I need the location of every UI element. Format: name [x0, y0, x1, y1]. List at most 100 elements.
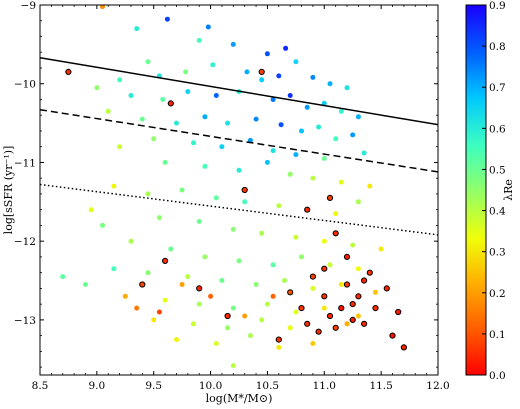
data-point — [367, 183, 373, 189]
data-point — [134, 26, 140, 32]
data-point — [310, 175, 316, 181]
data-point-edged — [321, 293, 328, 300]
data-point — [242, 199, 248, 205]
x-tick-label: 12.0 — [426, 380, 449, 392]
data-point-edged — [332, 324, 339, 331]
data-point — [355, 199, 361, 205]
data-point — [156, 215, 162, 221]
data-point — [327, 81, 333, 87]
x-axis-ticks: 8.5 9.0 9.5 10.0 10.5 11.0 11.5 12.0 — [32, 5, 450, 392]
data-points — [60, 5, 407, 369]
data-point — [151, 317, 157, 323]
data-point — [276, 73, 282, 79]
data-point — [304, 104, 310, 110]
data-point — [236, 258, 242, 264]
data-point — [230, 41, 236, 47]
data-point — [338, 108, 344, 114]
data-point-edged — [338, 305, 345, 312]
colorbar-tick-label: 0.3 — [489, 247, 506, 259]
data-point — [122, 293, 128, 299]
data-point — [270, 262, 276, 268]
y-tick-label: −10 — [14, 79, 36, 91]
data-point — [293, 152, 299, 158]
data-point-edged — [361, 320, 368, 327]
data-point-edged — [258, 68, 265, 76]
data-point — [230, 305, 236, 311]
colorbar-tick-label: 0.6 — [489, 123, 506, 135]
data-point — [210, 62, 216, 68]
data-point — [145, 59, 151, 65]
data-point — [117, 77, 123, 83]
data-point — [299, 128, 304, 134]
data-point — [247, 333, 253, 339]
data-point — [327, 262, 333, 268]
data-point — [202, 163, 208, 169]
data-point — [310, 285, 316, 291]
data-point-edged — [304, 320, 311, 327]
data-point-edged — [224, 312, 231, 320]
colorbar-tick-label: 0.1 — [489, 329, 506, 341]
data-point — [213, 93, 219, 98]
data-point — [230, 226, 236, 232]
data-point — [100, 5, 105, 10]
data-point — [282, 278, 287, 283]
data-point — [264, 51, 270, 57]
data-point — [128, 93, 134, 98]
data-point-edged — [321, 265, 328, 272]
colorbar-tick-label: 0.0 — [489, 370, 506, 382]
data-point — [196, 219, 202, 224]
data-point-edged — [361, 277, 368, 284]
colorbar-ticks: 0.0 0.1 0.2 0.3 0.4 0.5 0.6 0.7 0.8 0.9 — [482, 0, 506, 382]
data-point-edged — [167, 100, 174, 107]
data-point — [196, 37, 202, 43]
data-point-edged — [383, 285, 390, 292]
data-point-edged — [366, 269, 373, 276]
y-tick-label: −12 — [14, 236, 36, 248]
data-point-edged — [326, 194, 334, 201]
data-point — [264, 159, 270, 165]
colorbar-tick-label: 0.8 — [489, 41, 506, 53]
data-point — [185, 274, 191, 280]
y-axis-ticks: −13 −12 −11 −10 −9 — [14, 0, 438, 368]
data-point — [283, 45, 289, 51]
data-point — [293, 59, 299, 65]
data-point — [293, 309, 299, 315]
data-point — [259, 317, 265, 323]
data-point-edged — [395, 308, 402, 316]
reference-lines — [40, 57, 438, 236]
data-point — [162, 297, 168, 303]
data-point — [213, 341, 219, 346]
data-point — [259, 77, 265, 83]
colorbar — [465, 4, 487, 376]
data-point-edged — [372, 305, 379, 312]
data-point — [139, 116, 145, 122]
data-point — [333, 211, 339, 217]
data-point-edged — [241, 186, 248, 194]
data-point — [202, 254, 208, 260]
data-point — [236, 167, 242, 173]
data-point — [253, 116, 259, 122]
data-point — [145, 191, 151, 197]
data-point — [128, 238, 134, 244]
fit-line-solid — [40, 57, 438, 126]
data-point — [338, 179, 344, 185]
data-point — [276, 344, 282, 350]
data-point — [160, 97, 166, 102]
data-point — [338, 282, 344, 287]
x-tick-label: 11.5 — [369, 380, 392, 392]
data-point — [373, 289, 378, 295]
data-point — [310, 341, 316, 346]
plot-frame — [39, 4, 439, 376]
data-point — [378, 246, 384, 252]
data-point — [219, 278, 225, 283]
data-point — [287, 171, 293, 177]
x-tick-label: 10.0 — [199, 380, 222, 392]
data-point — [105, 108, 111, 114]
colorbar-tick-label: 0.7 — [489, 82, 506, 94]
data-point — [174, 120, 179, 126]
x-tick-label: 10.5 — [256, 380, 279, 392]
data-point — [321, 305, 327, 311]
data-point — [270, 293, 276, 299]
data-point — [145, 270, 151, 276]
data-point — [276, 203, 282, 209]
